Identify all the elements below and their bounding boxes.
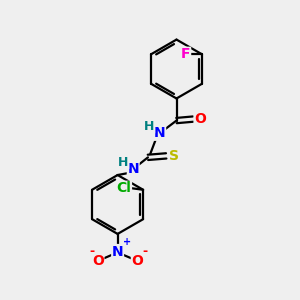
Text: Cl: Cl <box>116 181 131 195</box>
Text: S: S <box>169 149 179 163</box>
Text: N: N <box>112 244 123 259</box>
Text: O: O <box>194 112 206 126</box>
Text: -: - <box>89 245 94 258</box>
Text: N: N <box>128 162 139 176</box>
Text: O: O <box>131 254 143 268</box>
Text: F: F <box>181 47 190 61</box>
Text: -: - <box>142 245 148 258</box>
Text: H: H <box>144 120 154 133</box>
Text: N: N <box>154 126 166 140</box>
Text: H: H <box>118 156 129 169</box>
Text: O: O <box>92 254 104 268</box>
Text: +: + <box>123 237 131 247</box>
